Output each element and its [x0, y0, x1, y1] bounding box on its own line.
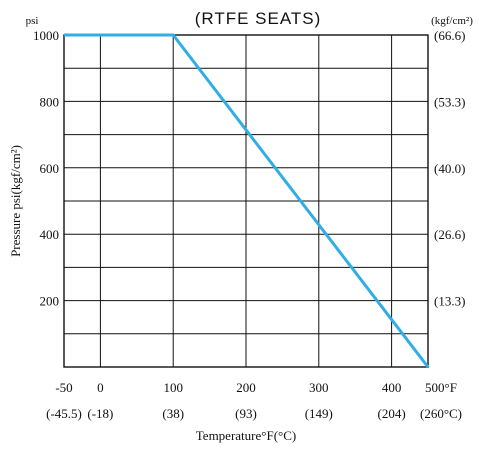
right-unit-label: (kgf/cm²)	[431, 15, 473, 27]
y-tick-labels: 1000 800 600 400 200	[33, 28, 59, 309]
y-tick-label: 1000	[33, 28, 59, 43]
x-tick-label: 200	[236, 380, 256, 395]
x-tick-label: 0	[97, 380, 104, 395]
x-celsius-tick-label: (149)	[305, 406, 333, 421]
series-layer	[64, 33, 430, 368]
x-tick-label: 400	[382, 380, 402, 395]
y-tick-label: 400	[40, 227, 60, 242]
x-tick-label: 100	[163, 380, 183, 395]
x-celsius-tick-label: (38)	[162, 406, 184, 421]
x-celsius-tick-labels: (-45.5) (-18) (38) (93) (149) (204) (260°C)	[46, 406, 462, 421]
x-tick-label: -50	[55, 380, 72, 395]
y-tick-label: 600	[40, 161, 60, 176]
y-right-tick-labels: (66.6) (53.3) (40.0) (26.6) (13.3)	[434, 28, 465, 309]
x-tick-label: 300	[309, 380, 329, 395]
y-right-tick-label: (53.3)	[434, 94, 465, 109]
x-tick-labels: -50 0 100 200 300 400 500°F	[55, 380, 457, 395]
y-axis-title: Pressure psi(kgf/cm²)	[8, 145, 23, 257]
left-unit-label: psi	[26, 15, 39, 27]
plot-frame	[63, 34, 429, 368]
x-celsius-tick-label: (93)	[235, 406, 257, 421]
x-tick-label: 500°F	[425, 380, 457, 395]
x-celsius-tick-label: (-45.5)	[46, 406, 82, 421]
grid	[63, 34, 429, 368]
x-axis-title: Temperature°F(°C)	[196, 428, 296, 443]
x-celsius-tick-label: (204)	[378, 406, 406, 421]
y-right-tick-label: (26.6)	[434, 227, 465, 242]
y-tick-label: 200	[40, 294, 60, 309]
series-line-0	[64, 33, 430, 368]
x-celsius-tick-label: (-18)	[87, 406, 113, 421]
y-right-tick-label: (13.3)	[434, 294, 465, 309]
x-celsius-tick-label: (260°C)	[420, 406, 462, 421]
y-right-tick-label: (66.6)	[434, 28, 465, 43]
y-tick-label: 800	[40, 94, 60, 109]
y-right-tick-label: (40.0)	[434, 161, 465, 176]
chart-title: (RTFE SEATS)	[195, 9, 322, 28]
